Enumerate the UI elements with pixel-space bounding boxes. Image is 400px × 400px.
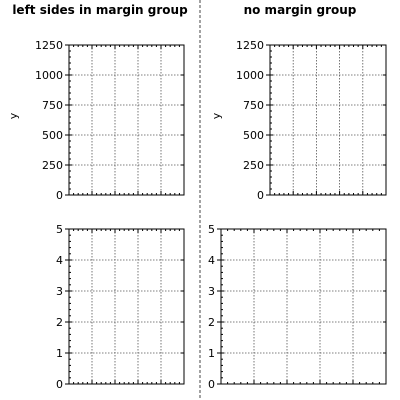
y-tick-label: 1000	[236, 69, 264, 82]
y-tick-label: 1	[56, 347, 63, 360]
y-tick-label: 3	[56, 285, 63, 298]
y-tick-label: 4	[56, 254, 63, 267]
y-tick-label: 500	[243, 129, 264, 142]
y-tick-label: 2	[208, 316, 215, 329]
plot-frame	[269, 44, 387, 196]
plot-frame	[68, 228, 185, 385]
chart-title: left sides in margin group	[12, 3, 188, 17]
y-tick-label: 0	[208, 378, 215, 391]
plot-area	[69, 45, 184, 195]
y-tick-label: 500	[42, 129, 63, 142]
y-tick-label: 1250	[236, 39, 264, 52]
y-tick-label: 1000	[35, 69, 63, 82]
y-tick-label: 1	[208, 347, 215, 360]
plot-area	[221, 229, 386, 384]
y-tick-label: 0	[56, 189, 63, 202]
y-tick-label: 750	[243, 99, 264, 112]
plot-area	[270, 45, 386, 195]
y-tick-label: 0	[56, 378, 63, 391]
y-tick-label: 5	[56, 223, 63, 236]
y-tick-label: 0	[257, 189, 264, 202]
y-tick-label: 3	[208, 285, 215, 298]
plot-area	[69, 229, 184, 384]
y-axis-label: y	[7, 112, 20, 119]
y-tick-label: 1250	[35, 39, 63, 52]
plot-frame	[68, 44, 185, 196]
y-tick-label: 250	[42, 159, 63, 172]
chart-title: no margin group	[244, 3, 357, 17]
y-tick-label: 750	[42, 99, 63, 112]
y-tick-label: 250	[243, 159, 264, 172]
y-tick-label: 5	[208, 223, 215, 236]
plot-frame	[220, 228, 387, 385]
y-tick-label: 2	[56, 316, 63, 329]
y-axis-label: y	[210, 112, 223, 119]
y-tick-label: 4	[208, 254, 215, 267]
